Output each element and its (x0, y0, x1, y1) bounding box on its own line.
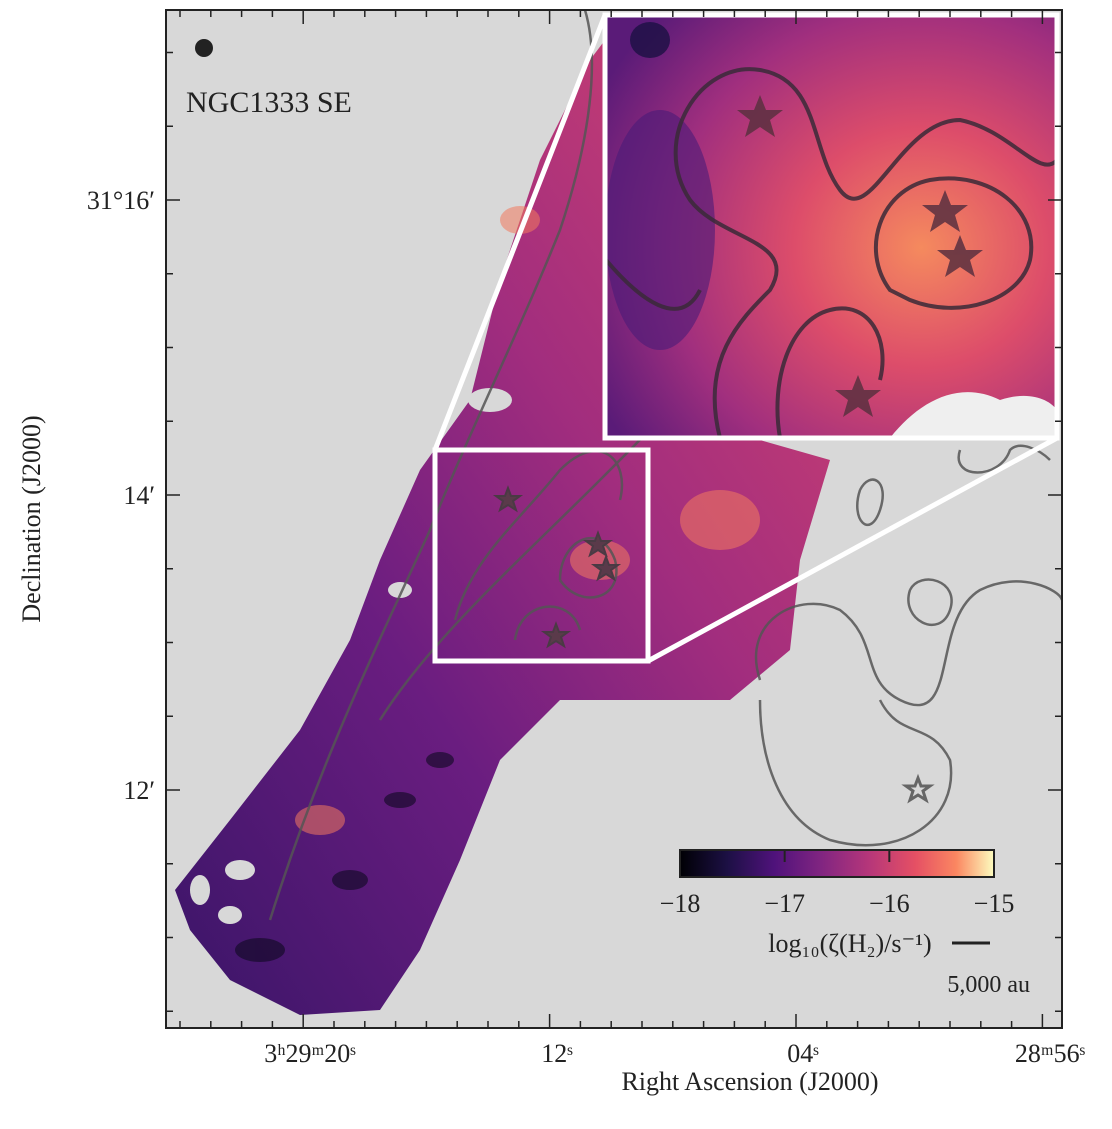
beam (195, 39, 213, 57)
colorbar-tick-label: −15 (974, 889, 1015, 918)
colorbar (679, 849, 995, 878)
y-tick-label: 12′ (123, 776, 155, 805)
inset-protostars (737, 95, 983, 417)
inset-frame (602, 12, 1060, 441)
y-tick-label: 31°16′ (87, 186, 155, 215)
plot-frame (165, 9, 1063, 1029)
inset-dark-region (605, 110, 715, 350)
zoom-indicator (432, 14, 1059, 664)
y-axis-title: Declination (J2000) (17, 415, 46, 622)
x-tick-label: 28ᵐ56ˢ (1015, 1039, 1086, 1068)
y-tick-label: 14′ (123, 481, 155, 510)
map-holes (190, 388, 512, 924)
x-tick-label: 12ˢ (541, 1039, 573, 1068)
colorbar-tick-label: −16 (869, 889, 910, 918)
dark-patches (235, 752, 454, 962)
inset-contours (604, 67, 1059, 439)
x-axis-title: Right Ascension (J2000) (621, 1067, 878, 1096)
region-label: NGC1333 SE (186, 86, 352, 119)
x-tick-label: 04ˢ (787, 1039, 819, 1068)
colorbar-tick-label: −18 (660, 889, 701, 918)
x-tick-label: 3ʰ29ᵐ20ˢ (264, 1039, 356, 1068)
colorbar-label: log₁₀(ζ(H₂)/s⁻¹) (768, 929, 931, 958)
colorbar-tick-label: −17 (764, 889, 805, 918)
protostars (492, 485, 935, 804)
scale-bar-label: 5,000 au (947, 972, 1030, 998)
inset (602, 12, 1060, 441)
inset-dark-region (630, 22, 670, 58)
inset-hole (890, 392, 1057, 438)
